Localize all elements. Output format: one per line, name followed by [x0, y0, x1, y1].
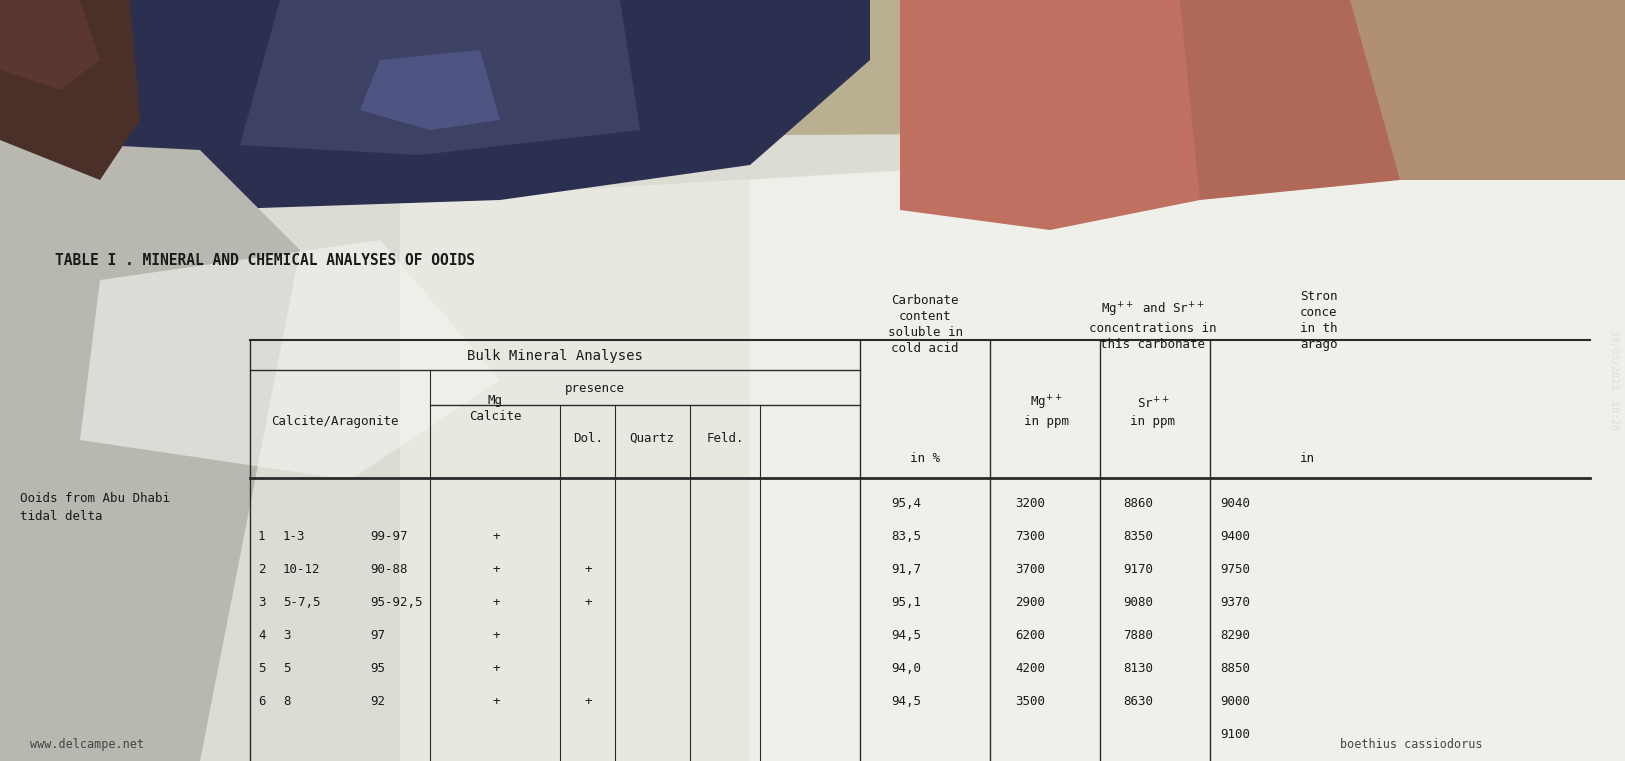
Text: www.delcampe.net: www.delcampe.net: [29, 738, 145, 751]
Text: 30/05/2023  10:28: 30/05/2023 10:28: [1609, 330, 1618, 430]
Text: Dol.: Dol.: [574, 432, 603, 445]
Text: 3500: 3500: [1016, 695, 1045, 708]
Text: +: +: [492, 530, 500, 543]
Text: 6200: 6200: [1016, 629, 1045, 642]
Text: 94,5: 94,5: [891, 629, 921, 642]
Text: 8630: 8630: [1123, 695, 1154, 708]
Text: Ooids from Abu Dhabi
tidal delta: Ooids from Abu Dhabi tidal delta: [20, 492, 171, 523]
Text: +: +: [492, 629, 500, 642]
Polygon shape: [361, 50, 500, 130]
Text: 9000: 9000: [1220, 695, 1250, 708]
Text: TABLE I . MINERAL AND CHEMICAL ANALYSES OF OOIDS: TABLE I . MINERAL AND CHEMICAL ANALYSES …: [55, 253, 474, 268]
Text: presence: presence: [566, 382, 626, 395]
Text: 8: 8: [283, 695, 291, 708]
Text: Quartz: Quartz: [629, 432, 674, 445]
Text: 9040: 9040: [1220, 497, 1250, 510]
Text: 94,5: 94,5: [891, 695, 921, 708]
Text: 95,1: 95,1: [891, 596, 921, 609]
Text: 3: 3: [283, 629, 291, 642]
Text: 7300: 7300: [1016, 530, 1045, 543]
Text: 9370: 9370: [1220, 596, 1250, 609]
Text: +: +: [492, 563, 500, 576]
Text: Mg$^{++}$ and Sr$^{++}$
concentrations in
this carbonate: Mg$^{++}$ and Sr$^{++}$ concentrations i…: [1089, 301, 1217, 351]
Text: 9170: 9170: [1123, 563, 1154, 576]
Text: Calcite/Aragonite: Calcite/Aragonite: [271, 415, 398, 428]
Text: 94,0: 94,0: [891, 662, 921, 675]
Polygon shape: [1199, 0, 1625, 180]
Text: Mg
Calcite: Mg Calcite: [468, 394, 522, 423]
Text: 4: 4: [258, 629, 265, 642]
Polygon shape: [0, 0, 140, 180]
Text: 95,4: 95,4: [891, 497, 921, 510]
Text: 5: 5: [283, 662, 291, 675]
Text: 99-97: 99-97: [370, 530, 408, 543]
Text: 9750: 9750: [1220, 563, 1250, 576]
Text: 8860: 8860: [1123, 497, 1154, 510]
Polygon shape: [0, 0, 101, 90]
Polygon shape: [900, 130, 1625, 761]
Polygon shape: [0, 140, 301, 761]
Polygon shape: [751, 130, 1620, 761]
Polygon shape: [60, 0, 869, 210]
Text: 2900: 2900: [1016, 596, 1045, 609]
Text: 3200: 3200: [1016, 497, 1045, 510]
Text: 9100: 9100: [1220, 728, 1250, 741]
Text: 8290: 8290: [1220, 629, 1250, 642]
Polygon shape: [0, 130, 1620, 761]
Text: 8850: 8850: [1220, 662, 1250, 675]
Text: 8130: 8130: [1123, 662, 1154, 675]
Text: 95: 95: [370, 662, 385, 675]
Polygon shape: [400, 130, 1620, 761]
Text: 92: 92: [370, 695, 385, 708]
Text: 9080: 9080: [1123, 596, 1154, 609]
Polygon shape: [240, 0, 640, 155]
Text: 1-3: 1-3: [283, 530, 306, 543]
Text: +: +: [492, 596, 500, 609]
Text: 5-7,5: 5-7,5: [283, 596, 320, 609]
Text: 95-92,5: 95-92,5: [370, 596, 422, 609]
Text: Mg$^{++}$
in ppm: Mg$^{++}$ in ppm: [1024, 393, 1069, 428]
Text: Feld.: Feld.: [707, 432, 744, 445]
Text: +: +: [492, 662, 500, 675]
Text: 5: 5: [258, 662, 265, 675]
Text: 1: 1: [258, 530, 265, 543]
Text: +: +: [585, 563, 592, 576]
Text: Stron
conce
in th
arago: Stron conce in th arago: [1300, 290, 1337, 351]
Text: 97: 97: [370, 629, 385, 642]
Text: in %: in %: [910, 452, 939, 465]
Polygon shape: [1050, 0, 1401, 200]
Text: 83,5: 83,5: [891, 530, 921, 543]
Text: Bulk Mineral Analyses: Bulk Mineral Analyses: [466, 349, 644, 363]
Text: 8350: 8350: [1123, 530, 1154, 543]
Text: Carbonate
content
soluble in
cold acid: Carbonate content soluble in cold acid: [887, 294, 962, 355]
Polygon shape: [900, 0, 1199, 230]
Text: 4200: 4200: [1016, 662, 1045, 675]
Text: 6: 6: [258, 695, 265, 708]
Text: in: in: [1300, 452, 1315, 465]
Text: 9400: 9400: [1220, 530, 1250, 543]
Text: 10-12: 10-12: [283, 563, 320, 576]
Text: 3: 3: [258, 596, 265, 609]
Text: +: +: [585, 596, 592, 609]
Text: 90-88: 90-88: [370, 563, 408, 576]
Text: +: +: [492, 695, 500, 708]
Text: +: +: [585, 695, 592, 708]
Text: Sr$^{++}$
in ppm: Sr$^{++}$ in ppm: [1131, 396, 1175, 428]
Text: 7880: 7880: [1123, 629, 1154, 642]
Text: 2: 2: [258, 563, 265, 576]
Text: 3700: 3700: [1016, 563, 1045, 576]
Polygon shape: [80, 240, 500, 480]
Text: boethius cassiodorus: boethius cassiodorus: [1341, 738, 1482, 751]
Text: 91,7: 91,7: [891, 563, 921, 576]
